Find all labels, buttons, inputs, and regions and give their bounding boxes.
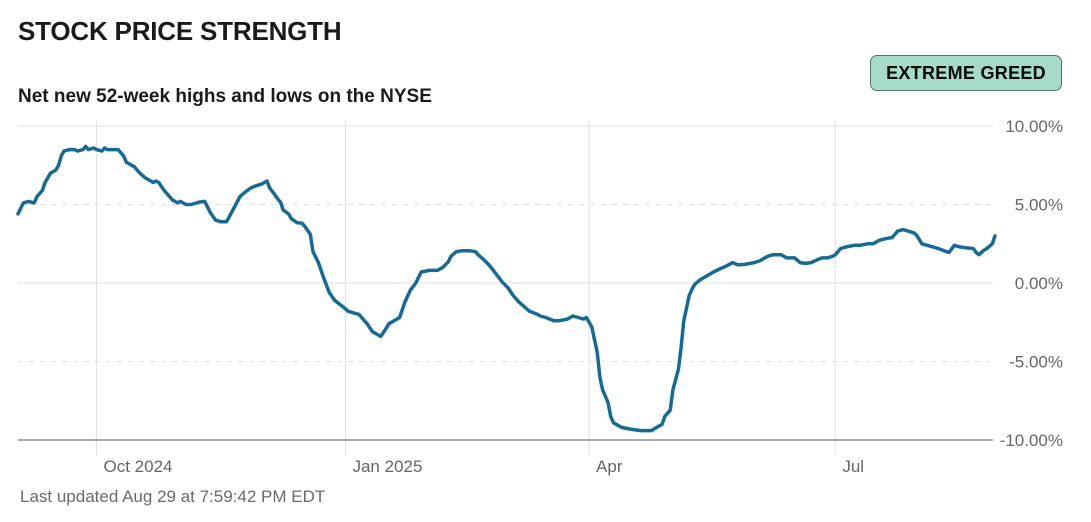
y-axis-tick-label: -5.00% [1009, 353, 1063, 372]
y-axis-tick-label: -10.00% [1000, 431, 1063, 450]
last-updated-text: Last updated Aug 29 at 7:59:42 PM EDT [20, 487, 326, 506]
strength-series-line [16, 144, 997, 433]
y-axis-tick-label: 0.00% [1015, 274, 1063, 293]
strength-line-chart: Oct 2024 Jan 2025 Apr Jul 10.00% 5.00% 0.00% -5… [16, 117, 1063, 476]
page-title: STOCK PRICE STRENGTH [18, 16, 342, 46]
x-axis-tick-label: Jul [842, 457, 864, 476]
sentiment-status-badge: EXTREME GREED [870, 55, 1062, 91]
y-axis-tick-label: 5.00% [1015, 196, 1063, 215]
chart-subtitle: Net new 52-week highs and lows on the NY… [18, 86, 432, 107]
x-axis-tick-label: Jan 2025 [352, 457, 422, 476]
x-axis-tick-label: Apr [596, 457, 623, 476]
y-axis-tick-label: 10.00% [1005, 117, 1063, 136]
x-axis-tick-label: Oct 2024 [103, 457, 172, 476]
